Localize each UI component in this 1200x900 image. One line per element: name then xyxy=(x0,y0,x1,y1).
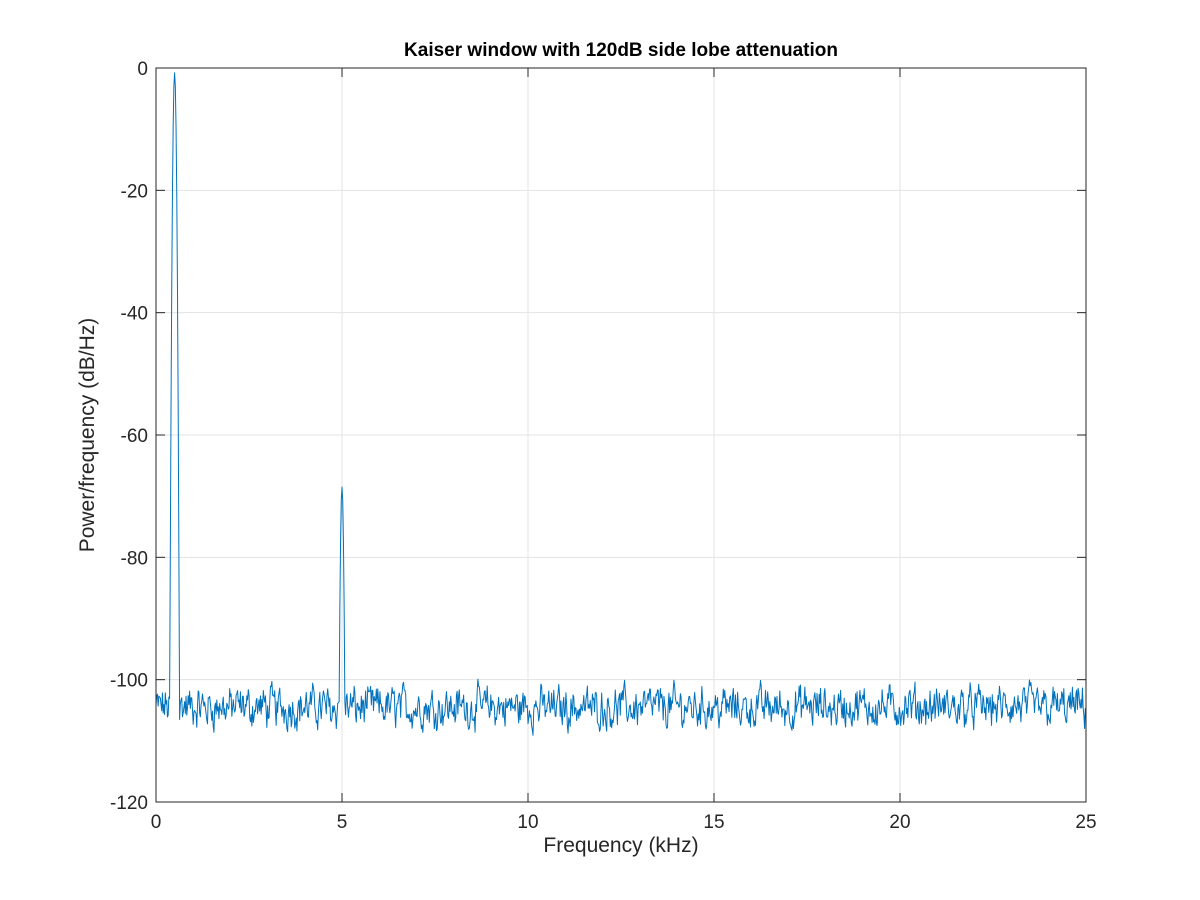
y-tick-label: -40 xyxy=(121,304,148,325)
ticks: 0 5 10 15 20 25 -120 -100 -80 -60 -40 -20 0 xyxy=(110,59,1097,833)
chart-title: Kaiser window with 120dB side lobe atten… xyxy=(404,40,838,61)
x-tick-label: 25 xyxy=(1075,812,1096,833)
x-tick-label: 15 xyxy=(703,812,724,833)
y-tick-label: -80 xyxy=(121,548,148,569)
y-tick-label: -60 xyxy=(121,426,148,447)
x-tick-label: 0 xyxy=(151,812,162,833)
y-tick-label: -120 xyxy=(110,793,148,814)
y-tick-label: -100 xyxy=(110,671,148,692)
y-tick-label: -20 xyxy=(121,181,148,202)
x-tick-label: 20 xyxy=(889,812,910,833)
x-axis-label: Frequency (kHz) xyxy=(543,834,698,857)
x-tick-label: 5 xyxy=(337,812,348,833)
x-tick-label: 10 xyxy=(517,812,538,833)
series-layer xyxy=(155,72,1087,736)
y-axis-label: Power/frequency (dB/Hz) xyxy=(76,318,99,553)
y-tick-label: 0 xyxy=(137,59,148,80)
psd-line xyxy=(155,72,1087,736)
